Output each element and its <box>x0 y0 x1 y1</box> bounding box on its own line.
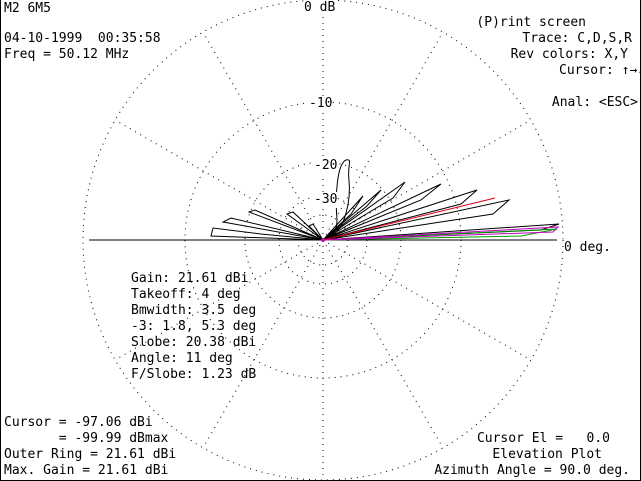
model-name: M2 6M5 <box>4 1 51 16</box>
red-trace <box>322 197 496 241</box>
arrow-keys-icon: ↑→↓← <box>621 63 640 78</box>
plot-origin-marker <box>321 238 325 242</box>
cursor-command[interactable]: Cursor: ↑→↓← <box>559 63 640 79</box>
stat-slobe: Slobe: 20.38 dBi <box>131 335 257 350</box>
outer-ring-readout: Outer Ring = 21.61 dBi <box>4 447 177 462</box>
anal-command[interactable]: Anal: <ESC> <box>551 95 638 110</box>
stat-bmwidth: Bmwidth: 3.5 deg <box>131 303 257 318</box>
stat-takeoff: Takeoff: 4 deg <box>131 287 241 302</box>
ring-label-minus30: -30 <box>314 192 338 208</box>
cursor-readout: Cursor = -97.06 dBi <box>4 415 153 430</box>
stat-gain: Gain: 21.61 dBi <box>131 271 249 286</box>
ring-0db <box>82 0 564 480</box>
cursor-label: Cursor: <box>559 63 614 78</box>
frequency: Freq = 50.12 MHz <box>4 47 130 62</box>
horizon-label: 0 deg. <box>564 240 611 255</box>
radial-lines <box>114 0 532 480</box>
rev-colors-command[interactable]: Rev colors: X,Y <box>510 47 628 62</box>
pattern-trace <box>210 159 560 241</box>
plot-title: Elevation Plot <box>492 447 602 462</box>
stat-fslobe: F/Slobe: 1.23 dB <box>131 367 257 382</box>
ring-label-minus20: -20 <box>314 158 338 174</box>
magenta-trace <box>322 226 560 241</box>
stat-minus3: -3: 1.8, 5.3 deg <box>131 319 257 334</box>
trace-command[interactable]: Trace: C,D,S,R <box>522 31 632 46</box>
azimuth-readout: Azimuth Angle = 90.0 deg. <box>434 463 630 478</box>
ring-label-minus10: -10 <box>309 96 333 112</box>
cursor-elevation-readout: Cursor El = 0.0 <box>476 431 610 446</box>
stat-angle: Angle: 11 deg <box>131 351 233 366</box>
print-screen-command[interactable]: (P)rint screen <box>476 15 586 30</box>
ring-label-0db: 0 dB <box>304 0 336 16</box>
datetime: 04-10-1999 00:35:58 <box>4 31 161 46</box>
cursor-max-readout: = -99.99 dBmax <box>4 431 169 446</box>
max-gain-readout: Max. Gain = 21.61 dBi <box>4 463 169 478</box>
